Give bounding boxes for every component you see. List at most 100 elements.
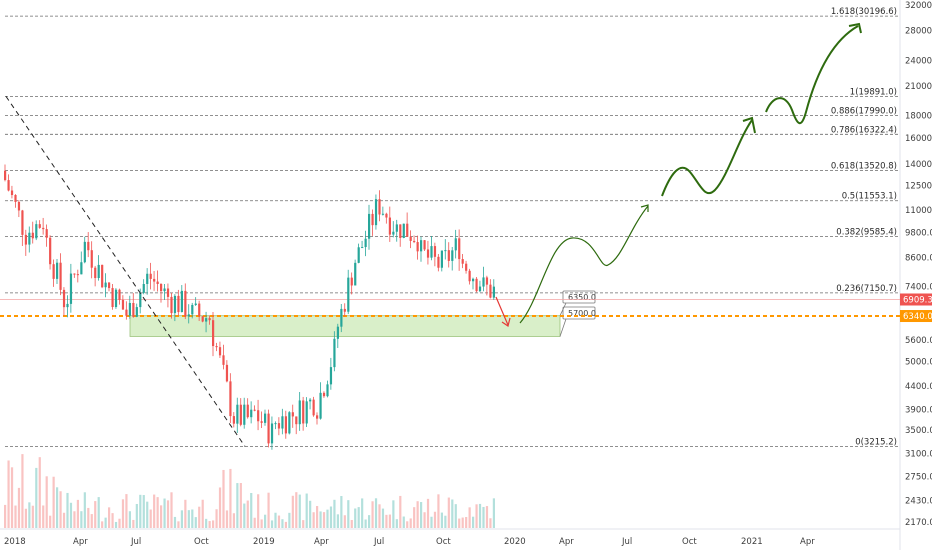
candle-body (395, 224, 398, 232)
candle-body (465, 263, 468, 271)
candlesticks (4, 164, 495, 450)
y-axis-label: 4400.0 (905, 382, 932, 392)
candle-body (409, 236, 412, 241)
volume-bar (319, 511, 322, 528)
candle-body (319, 392, 322, 419)
volume-bar (322, 512, 326, 528)
volume-bar (121, 499, 125, 528)
zone-upper-callout (562, 290, 596, 304)
horizontal-price-lines (0, 299, 900, 318)
fib-level-label: 0.786(16322.4) (831, 125, 897, 135)
candle-body (291, 412, 294, 417)
volume-bar (76, 499, 79, 528)
volume-bar (111, 513, 114, 528)
candle-body (482, 277, 485, 287)
candle-body (250, 409, 253, 418)
volume-bar (264, 514, 267, 528)
red-arrowhead (501, 317, 511, 327)
x-axis-label: Apr (73, 537, 88, 547)
candle-body (132, 302, 135, 317)
volume-bar (253, 517, 256, 528)
candle-body (49, 237, 52, 265)
candle-body (149, 273, 152, 279)
volume-bar (364, 519, 367, 528)
candle-body (184, 290, 187, 317)
x-axis-label: 2020 (504, 537, 526, 547)
volume-bar (281, 519, 284, 528)
fib-level-label: 1.618(30196.6) (831, 7, 897, 17)
candle-body (212, 320, 215, 347)
candle-body (305, 401, 308, 424)
volume-bar (52, 476, 55, 528)
candle-body (87, 241, 90, 251)
volume-bar (243, 503, 246, 528)
y-axis-label: 3900.0 (905, 405, 932, 415)
volume-bar (413, 507, 416, 528)
volume-bar (42, 505, 45, 528)
projection-curve-1 (519, 205, 649, 324)
candle-body (485, 277, 489, 285)
callout-pointer (559, 318, 567, 337)
volume-bar (56, 487, 59, 528)
candle-body (433, 246, 437, 257)
candle-body (215, 346, 218, 348)
candle-body (146, 273, 149, 284)
candle-body (302, 400, 305, 424)
volume-bar (437, 494, 440, 528)
candle-body (253, 409, 256, 411)
candle-body (80, 262, 83, 275)
volume-bar (416, 501, 419, 528)
volume-bar (191, 509, 194, 528)
fib-level-label: 0(3215.2) (855, 437, 897, 447)
candle-body (73, 273, 76, 275)
y-axis-label: 11000.0 (905, 206, 932, 216)
candle-body (458, 238, 461, 260)
candle-body (388, 217, 391, 235)
volume-bar (395, 519, 398, 528)
candle-body (260, 421, 263, 423)
candle-body (7, 180, 10, 191)
candle-body (59, 262, 62, 290)
candle-body (104, 282, 107, 288)
candle-body (392, 231, 395, 235)
volume-bar (485, 506, 489, 528)
candle-body (205, 318, 208, 322)
volume-bar (173, 516, 177, 528)
candle-body (14, 195, 17, 202)
candle-body (454, 238, 457, 251)
volume-bar (104, 517, 107, 528)
candle-body (340, 308, 343, 327)
candle-body (270, 423, 274, 444)
y-axis-label: 5000.0 (905, 358, 932, 368)
candle-body (374, 199, 378, 226)
x-axis-label: Jul (130, 537, 141, 547)
volume-bar (246, 500, 249, 528)
volume-bar (38, 457, 41, 528)
y-axis-label: 9800.0 (905, 228, 932, 238)
volume-bar (409, 518, 412, 528)
volume-bar (146, 501, 149, 528)
volume-bar (392, 500, 395, 528)
volume-bar (447, 497, 450, 528)
volume-bar (461, 517, 464, 528)
volume-bar (399, 495, 402, 528)
volume-bar (10, 467, 14, 528)
candle-body (38, 224, 41, 228)
candle-body (420, 240, 423, 252)
candle-body (45, 229, 48, 238)
x-axis-label: 2019 (253, 537, 275, 547)
candle-body (440, 250, 443, 268)
candle-body (475, 278, 478, 292)
candle-body (111, 288, 114, 308)
projection-arrowhead (848, 22, 862, 34)
candle-body (114, 289, 118, 308)
candle-body (402, 223, 405, 238)
volume-bar (49, 515, 52, 528)
candle-body (288, 412, 291, 434)
projection-arrowhead (742, 116, 756, 134)
volume-bar (350, 519, 353, 528)
candle-body (101, 264, 104, 288)
